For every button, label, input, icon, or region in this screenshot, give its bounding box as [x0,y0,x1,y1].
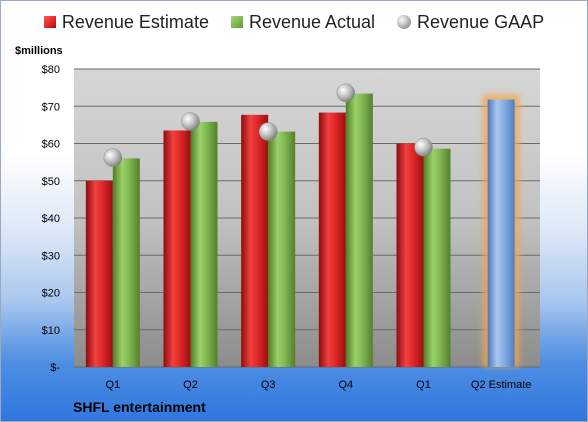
legend-item-actual: Revenue Actual [230,9,376,35]
company-name: SHFL entertainment [73,399,206,415]
bar-revenue-actual [268,131,296,367]
legend-swatch-actual [230,16,243,28]
bar-revenue-actual [112,158,140,367]
legend-label-actual: Revenue Actual [248,11,376,32]
legend-swatch-gaap [397,15,412,29]
y-tick-label: $20 [42,288,60,300]
marker-revenue-gaap [181,112,200,131]
y-tick-label: $60 [42,139,60,151]
x-axis-ticks: Q1 Q2 Q3 Q4 Q1 Q2 Estimate [105,379,531,391]
bar-revenue-estimate [163,130,191,367]
x-tick-label: Q1 [416,379,431,391]
legend-item-gaap: Revenue GAAP [397,9,544,35]
marker-revenue-gaap [336,83,356,103]
bar-revenue-forecast [487,99,515,368]
legend: Revenue Estimate Revenue Actual Revenue … [1,9,587,35]
bar-revenue-estimate [241,114,269,367]
x-tick-label: Q4 [338,379,353,391]
legend-item-estimate: Revenue Estimate [43,9,209,35]
y-tick-label: $80 [42,64,60,76]
gridlines [74,68,540,368]
y-tick-label: $70 [42,101,60,113]
x-tick-label: Q2 Estimate [471,379,532,391]
y-tick-label: $50 [42,176,60,188]
x-tick-label: Q3 [261,379,276,391]
y-tick-label: $30 [42,250,60,262]
gaap-markers [103,83,433,167]
bar-revenue-actual [190,121,218,368]
marker-revenue-gaap [414,137,433,157]
legend-label-gaap: Revenue GAAP [417,11,545,32]
bar-revenue-estimate [85,180,113,367]
bars [85,93,520,368]
y-tick-label: $- [50,362,60,374]
marker-revenue-gaap [258,122,278,141]
y-axis-unit-label: $millions [15,45,63,57]
x-tick-label: Q1 [105,379,120,391]
marker-revenue-gaap [103,148,123,167]
legend-label-estimate: Revenue Estimate [61,11,209,32]
bar-revenue-estimate [396,143,424,367]
y-axis-ticks: $- $10 $20 $30 $40 $50 $60 $70 $80 [42,64,61,374]
y-tick-label: $10 [42,325,60,337]
y-tick-label: $40 [42,213,60,225]
bar-revenue-actual [423,148,451,367]
bar-revenue-estimate [318,112,346,368]
x-tick-label: Q2 [183,379,198,391]
legend-swatch-estimate [43,16,56,28]
bar-revenue-actual [345,93,373,368]
